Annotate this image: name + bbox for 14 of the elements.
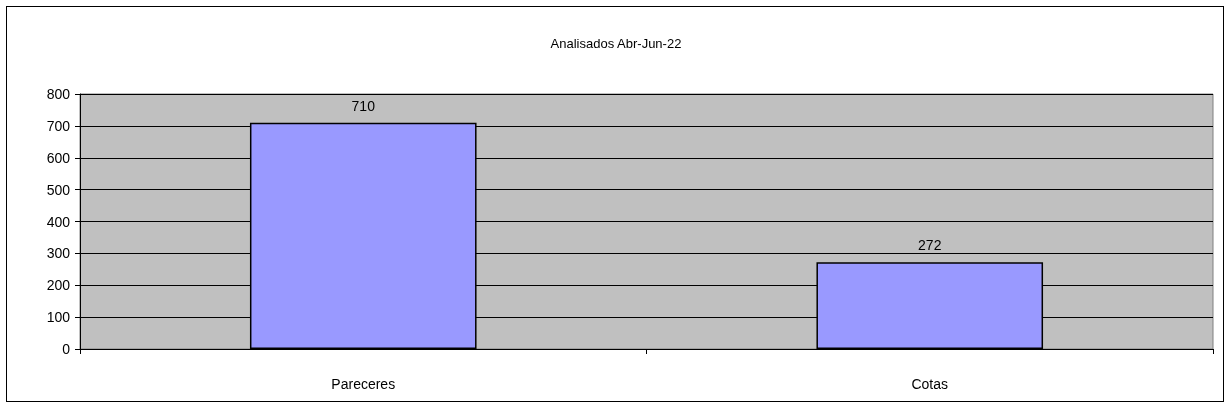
y-tick-label: 500: [46, 181, 71, 198]
y-tick-label: 700: [46, 117, 71, 134]
data-label: 272: [918, 237, 942, 254]
y-tick-label: 100: [46, 309, 71, 326]
y-tick-label: 800: [46, 86, 71, 102]
y-tick-label: 200: [46, 277, 71, 294]
chart-title: Analisados Abr-Jun-22: [550, 36, 682, 51]
y-tick-label: 300: [46, 245, 71, 262]
x-tick-label: Pareceres: [331, 376, 396, 392]
data-label: 710: [351, 97, 376, 114]
y-tick-label: 400: [46, 213, 71, 230]
y-tick-label: 600: [46, 149, 71, 166]
x-tick-label: Cotas: [911, 376, 949, 392]
y-tick-label: 0: [62, 341, 71, 357]
